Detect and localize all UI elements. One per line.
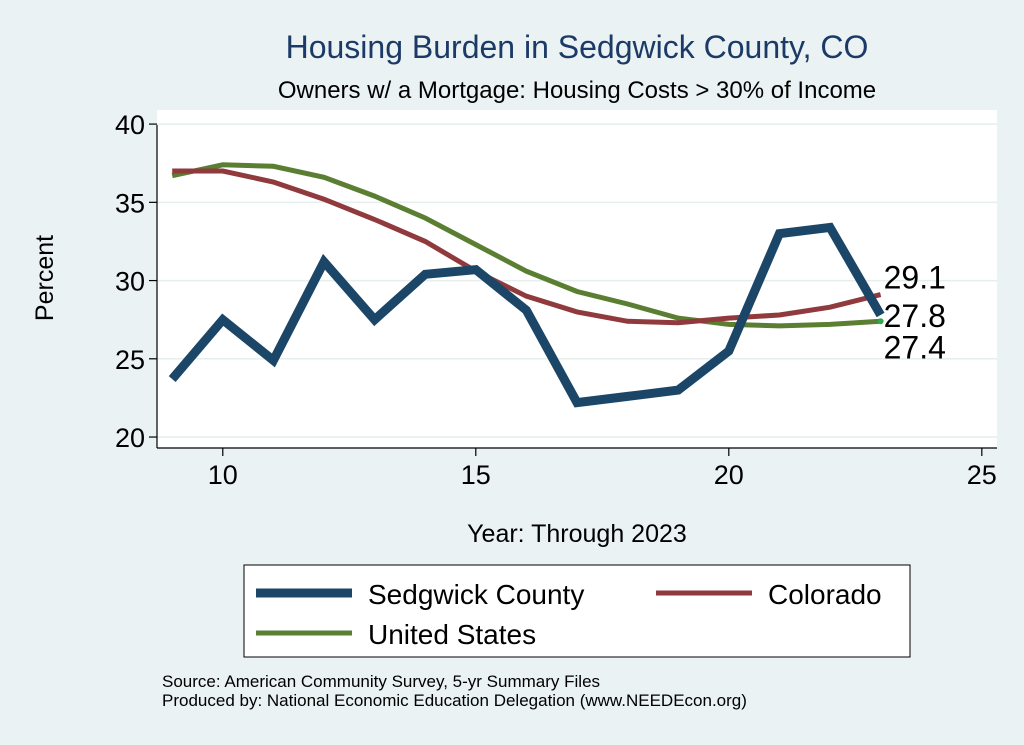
series-lines bbox=[168, 162, 885, 408]
legend-label-united-states: United States bbox=[368, 619, 536, 650]
end-label: 27.4 bbox=[884, 329, 946, 365]
legend-label-colorado: Colorado bbox=[768, 579, 882, 610]
produced-note: Produced by: National Economic Education… bbox=[162, 691, 747, 710]
legend-box bbox=[243, 564, 911, 658]
y-tick-label: 20 bbox=[115, 423, 145, 453]
y-tick-label: 35 bbox=[115, 188, 145, 218]
chart-subtitle: Owners w/ a Mortgage: Housing Costs > 30… bbox=[278, 77, 876, 104]
end-label: 29.1 bbox=[884, 260, 946, 296]
axes: 20 25 30 35 40 10 15 20 25 bbox=[115, 110, 997, 490]
y-tick-label: 40 bbox=[115, 110, 145, 140]
x-tick-label: 15 bbox=[461, 460, 491, 490]
end-label: 27.8 bbox=[884, 298, 946, 334]
chart-title: Housing Burden in Sedgwick County, CO bbox=[286, 29, 869, 65]
y-tick-label: 25 bbox=[115, 345, 145, 375]
end-point-marker bbox=[877, 318, 884, 325]
legend: Sedgwick County Colorado United States bbox=[243, 564, 911, 658]
y-axis-label: Percent bbox=[31, 235, 59, 321]
x-tick-label: 25 bbox=[967, 460, 997, 490]
x-axis-label: Year: Through 2023 bbox=[467, 520, 687, 548]
series-line-colorado bbox=[172, 168, 882, 326]
series-line-sedgwick-county bbox=[168, 222, 885, 408]
end-labels: 29.127.827.4 bbox=[884, 260, 946, 366]
x-tick-label: 10 bbox=[208, 460, 238, 490]
x-tick-label: 20 bbox=[714, 460, 744, 490]
series-line-united-states bbox=[171, 162, 881, 329]
y-tick-label: 30 bbox=[115, 267, 145, 297]
legend-label-sedgwick: Sedgwick County bbox=[368, 579, 584, 610]
source-note: Source: American Community Survey, 5-yr … bbox=[162, 672, 601, 691]
